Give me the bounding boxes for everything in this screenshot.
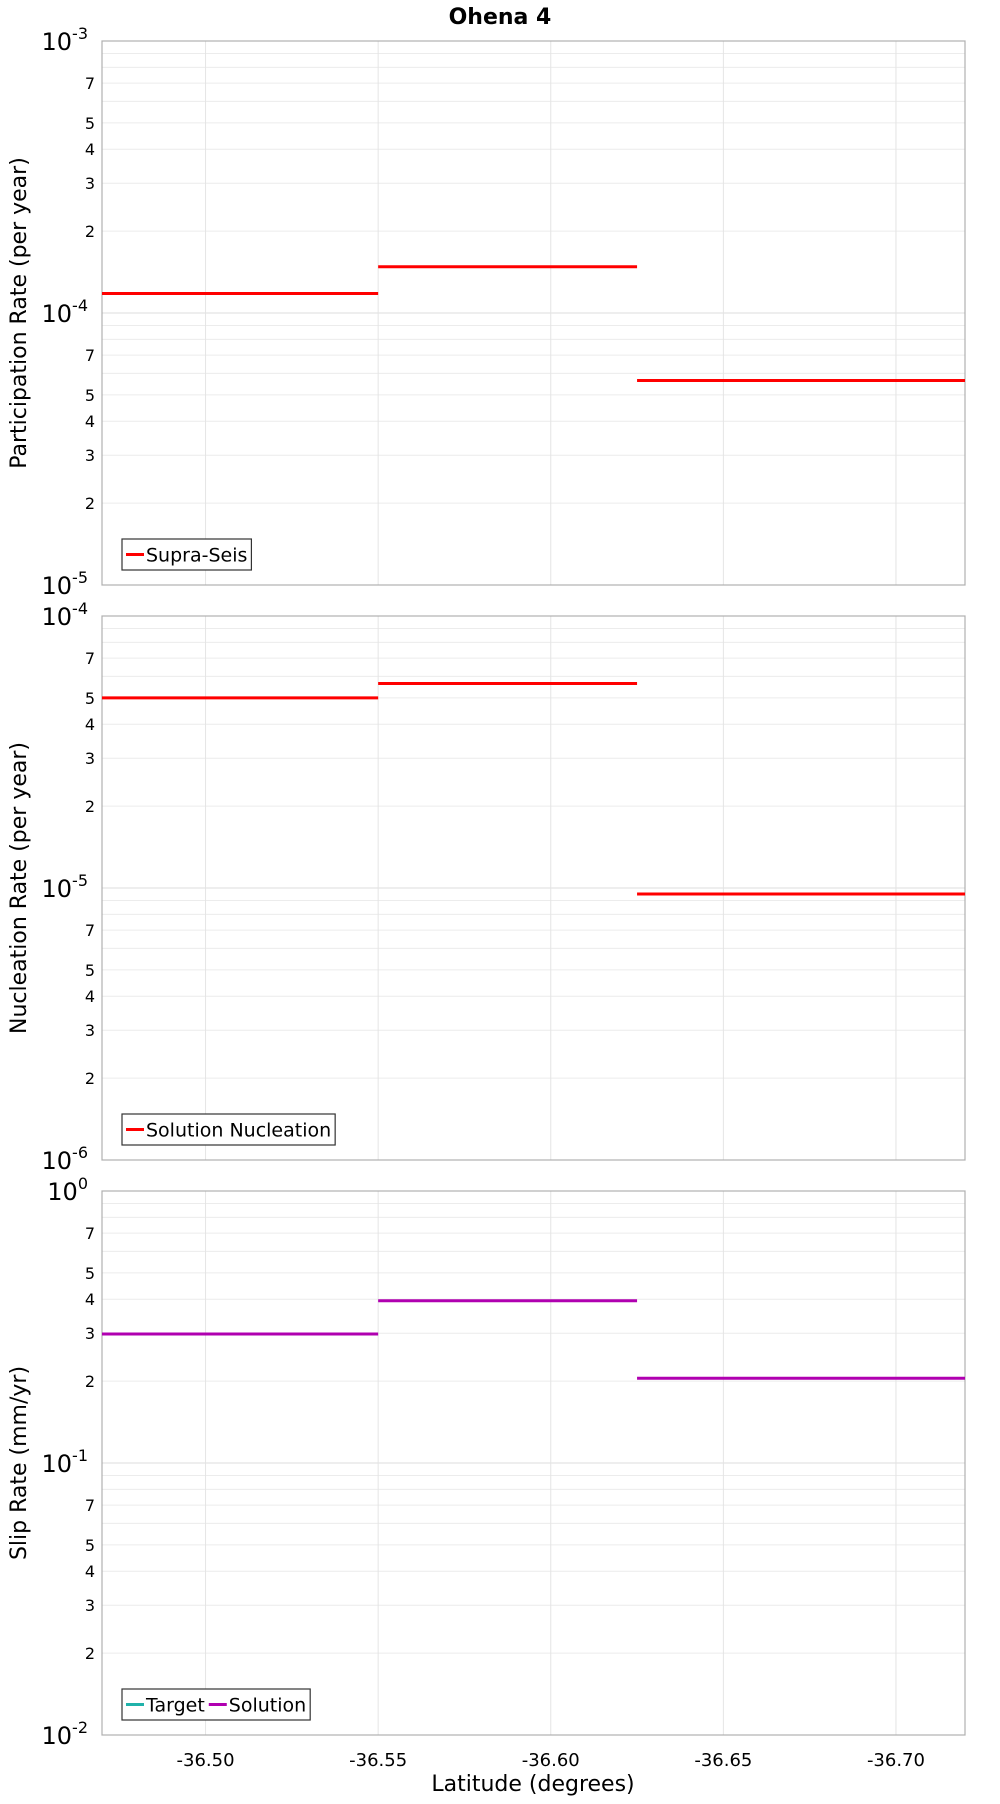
y-tick-label-major: 10-5	[42, 871, 89, 903]
x-tick-label: -36.65	[694, 1750, 752, 1771]
plot-frame	[101, 615, 966, 1161]
y-tick-label-minor: 3	[85, 1021, 95, 1040]
y-tick-label-minor: 4	[85, 715, 95, 734]
y-tick-label-minor: 7	[85, 921, 95, 940]
plot-frame	[101, 1190, 966, 1736]
y-tick-label-minor: 3	[85, 174, 95, 193]
y-tick-label-major: 10-2	[42, 1718, 89, 1750]
y-tick-label-minor: 7	[85, 649, 95, 668]
legend-frame	[121, 1113, 336, 1146]
x-tick-label: -36.55	[349, 1750, 407, 1771]
y-tick-label-major: 10-1	[42, 1446, 89, 1478]
y-tick-label-minor: 4	[85, 412, 95, 431]
y-tick-label-minor: 3	[85, 1596, 95, 1615]
x-tick-label: -36.50	[177, 1750, 235, 1771]
panel-2: 10-6 10-5 10-4 2 3 4 5 7 2 3 4 5 7 Nucleation Rate (p…	[7, 599, 966, 1175]
y-tick-label-minor: 2	[85, 1069, 95, 1088]
legend: Target Solution	[121, 1688, 311, 1721]
panel-3: 10-2 10-1 100 2 3 4 5 7 2 3 4 5 7 Slip Rate (mm/yr) Ta…	[7, 1174, 966, 1750]
y-tick-label-minor: 3	[85, 1324, 95, 1343]
y-axis-label: Nucleation Rate (per year)	[7, 742, 32, 1034]
y-tick-label-minor: 4	[85, 1290, 95, 1309]
y-tick-label-major: 10-3	[42, 24, 89, 56]
chart-title: Ohena 4	[449, 5, 552, 30]
y-tick-label-major: 100	[47, 1174, 88, 1206]
y-tick-label-minor: 5	[85, 1536, 95, 1555]
legend: Solution Nucleation	[121, 1113, 336, 1146]
y-tick-label-minor: 4	[85, 140, 95, 159]
y-tick-label-minor: 4	[85, 1562, 95, 1581]
y-tick-label-minor: 4	[85, 987, 95, 1006]
y-tick-label-minor: 7	[85, 74, 95, 93]
y-tick-label-minor: 3	[85, 749, 95, 768]
y-tick-label-minor: 5	[85, 689, 95, 708]
legend-label: Supra-Seis	[146, 545, 247, 567]
y-tick-label-major: 10-4	[42, 599, 89, 631]
legend-label: Solution	[229, 1695, 306, 1717]
y-tick-label-minor: 3	[85, 446, 95, 465]
plot-frame	[101, 40, 966, 586]
y-tick-label-minor: 7	[85, 346, 95, 365]
legend-label: Solution Nucleation	[146, 1120, 331, 1142]
y-tick-label-minor: 5	[85, 961, 95, 980]
y-tick-label-minor: 7	[85, 1224, 95, 1243]
y-axis-label: Participation Rate (per year)	[7, 157, 32, 469]
y-tick-label-minor: 5	[85, 1264, 95, 1283]
y-tick-label-minor: 5	[85, 386, 95, 405]
y-tick-label-minor: 5	[85, 114, 95, 133]
y-tick-label-minor: 2	[85, 797, 95, 816]
x-tick-label: -36.60	[522, 1750, 580, 1771]
x-tick-label: -36.70	[867, 1750, 925, 1771]
y-tick-label-major: 10-5	[42, 568, 89, 600]
panel-1: 10-5 10-4 10-3 2 3 4 5 7 2 3 4 5 7 Participation Rate…	[7, 24, 966, 600]
y-axis-label: Slip Rate (mm/yr)	[7, 1366, 32, 1560]
x-axis-label: Latitude (degrees)	[431, 1772, 634, 1797]
legend-label: Target	[145, 1695, 205, 1717]
y-tick-label-major: 10-6	[42, 1143, 89, 1175]
y-tick-label-minor: 7	[85, 1496, 95, 1515]
legend: Supra-Seis	[121, 538, 253, 571]
y-tick-label-major: 10-4	[42, 296, 89, 328]
y-tick-label-minor: 2	[85, 1644, 95, 1663]
y-tick-label-minor: 2	[85, 1372, 95, 1391]
y-tick-label-minor: 2	[85, 222, 95, 241]
y-tick-label-minor: 2	[85, 494, 95, 513]
